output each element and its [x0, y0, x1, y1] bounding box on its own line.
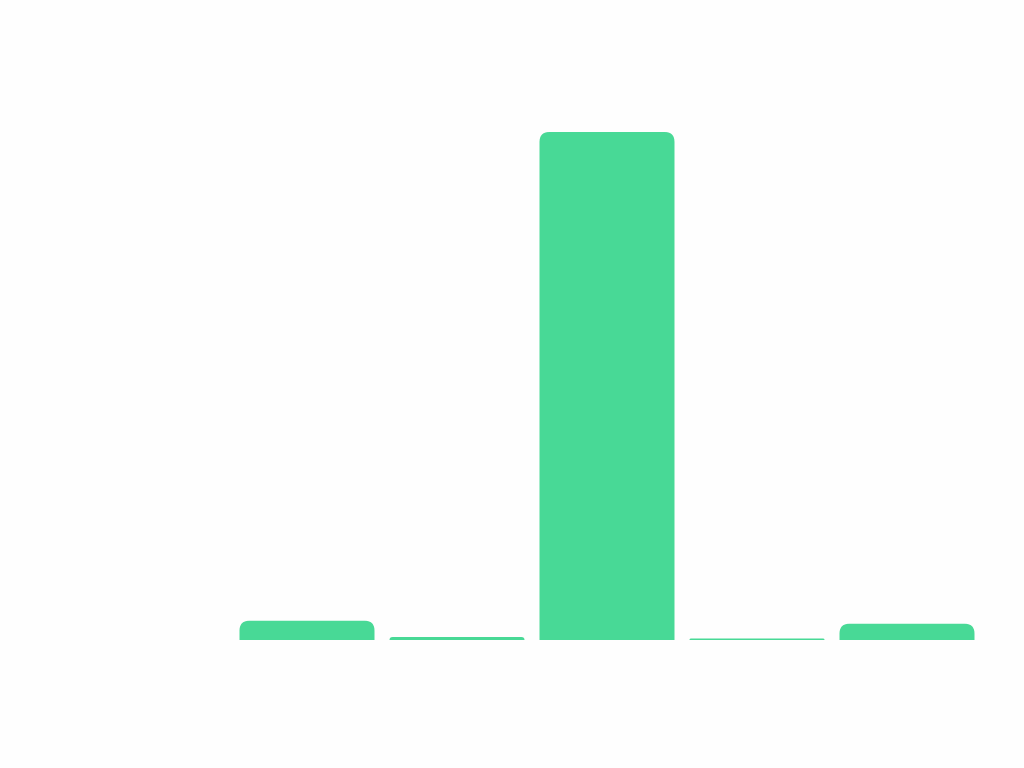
bar-1 — [239, 620, 375, 640]
bar-2 — [389, 636, 525, 640]
bar-3 — [539, 132, 675, 640]
bar-5 — [839, 623, 975, 640]
bar-series — [239, 132, 975, 640]
bar-4 — [689, 638, 825, 640]
